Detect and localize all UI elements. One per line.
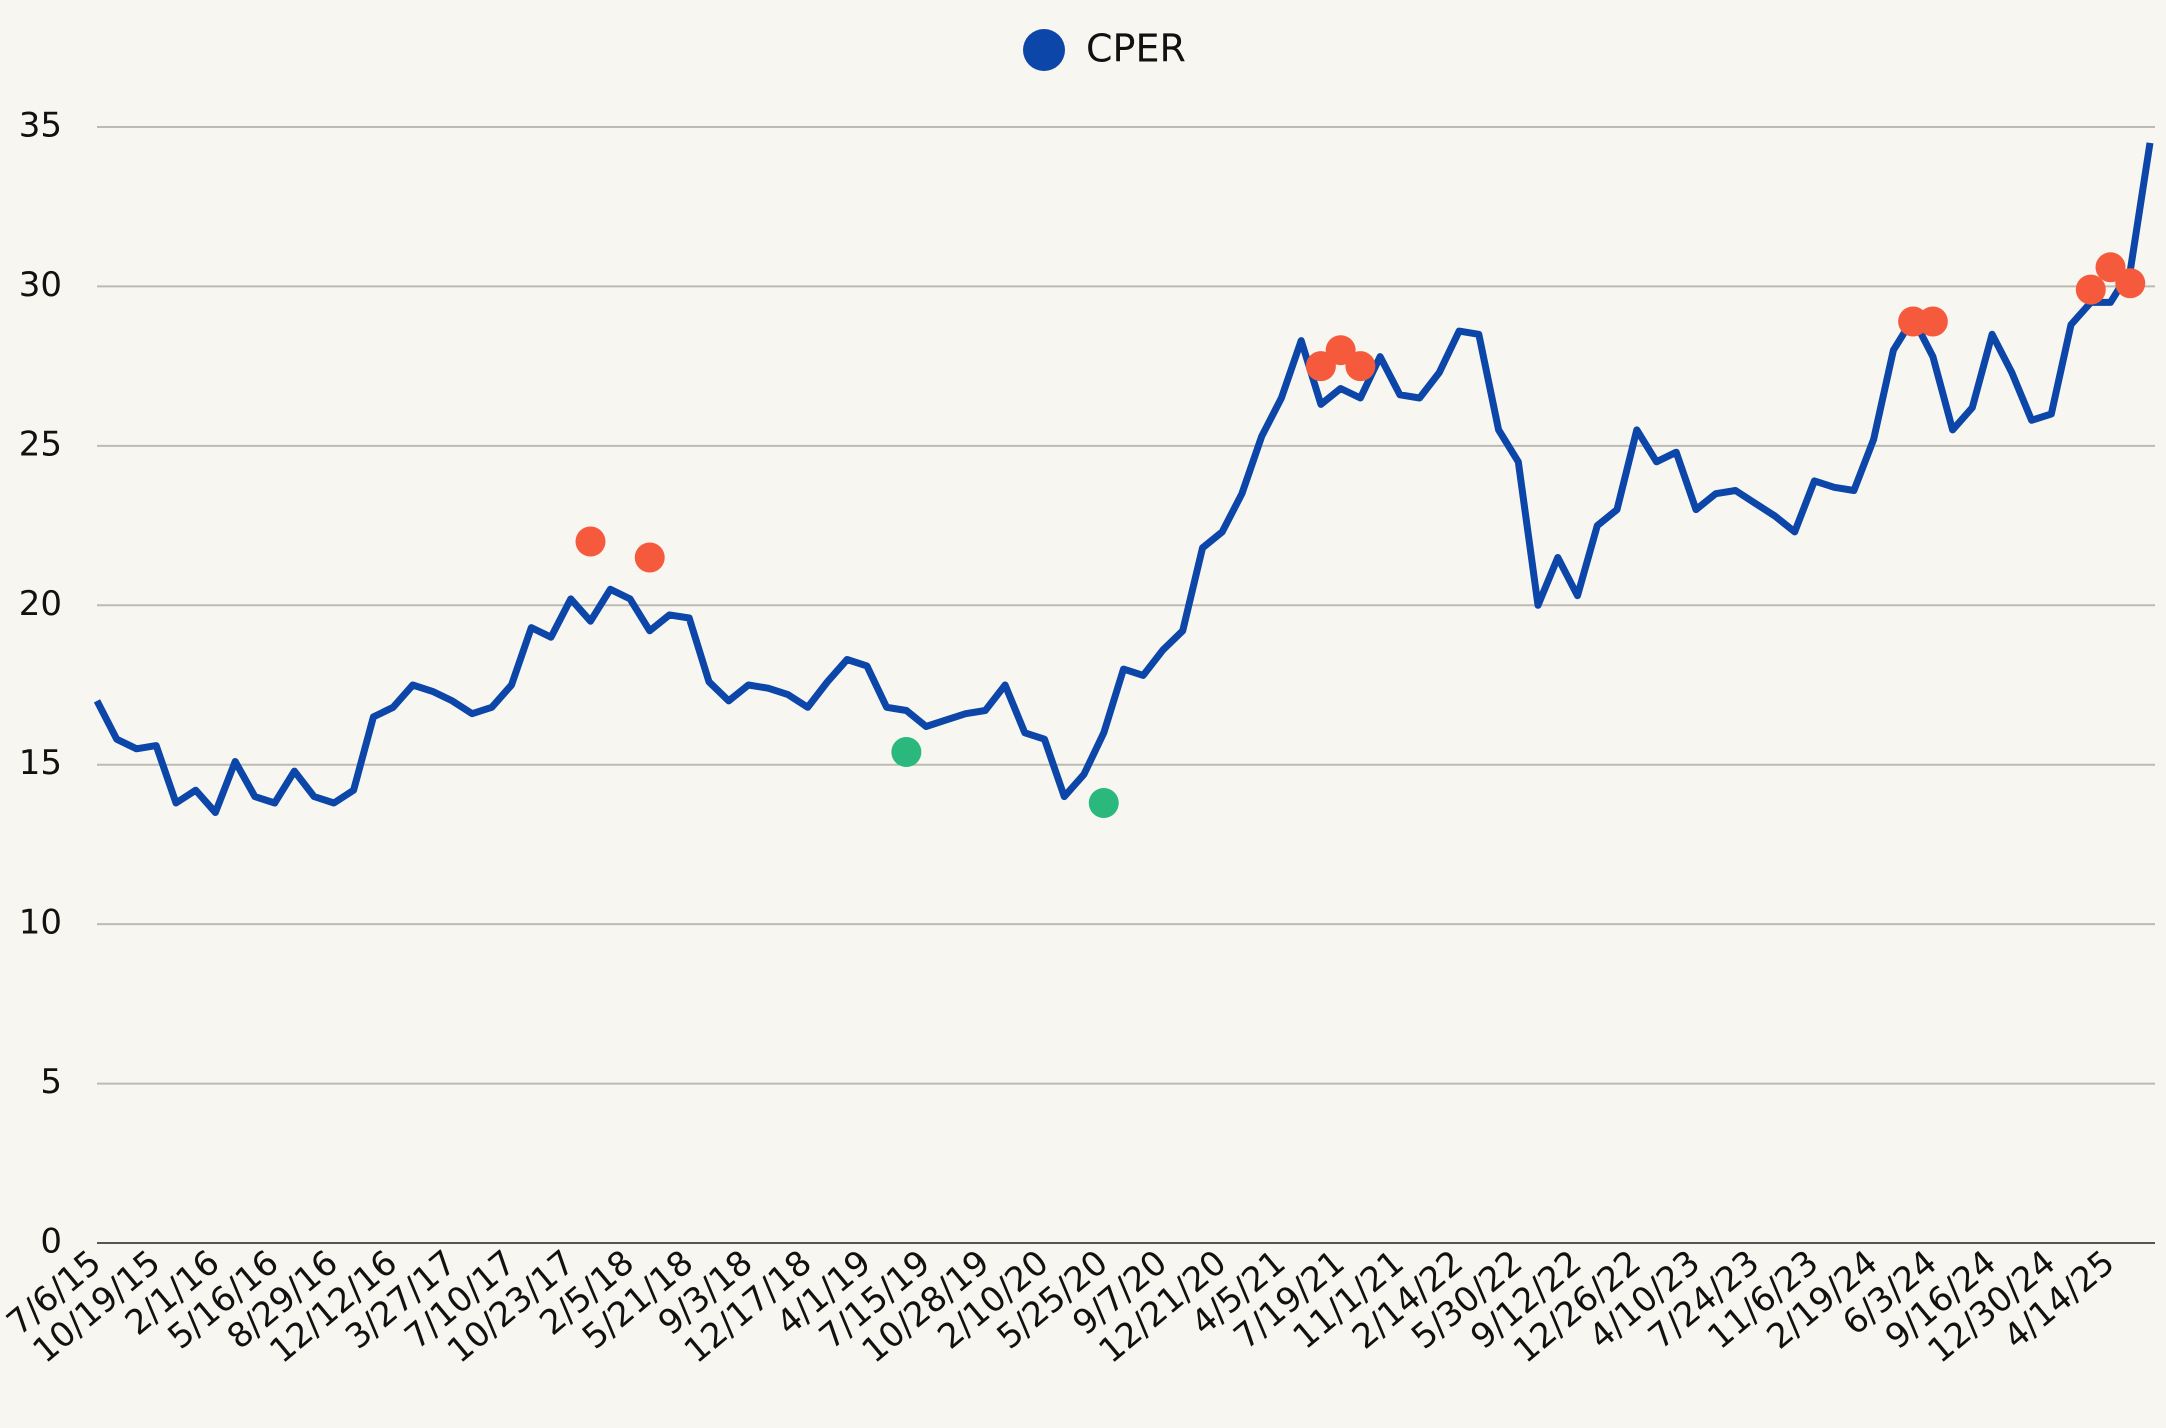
legend-label: CPER: [1086, 27, 1186, 71]
y-tick-label: 0: [40, 1222, 62, 1262]
marker-dot: [1088, 787, 1119, 818]
marker-dot: [575, 526, 606, 557]
marker-dot: [1917, 306, 1948, 337]
y-tick-label: 15: [19, 743, 62, 783]
y-tick-label: 10: [19, 903, 62, 943]
y-tick-label: 35: [19, 106, 62, 146]
marker-dot: [634, 542, 665, 573]
y-tick-label: 30: [19, 265, 62, 305]
marker-dot: [2075, 274, 2106, 305]
marker-dot: [891, 736, 922, 767]
y-tick-label: 20: [19, 584, 62, 624]
y-tick-label: 5: [40, 1062, 62, 1102]
marker-dot: [2115, 268, 2146, 299]
legend-swatch: [1023, 29, 1065, 71]
y-tick-label: 25: [19, 424, 62, 464]
marker-dot: [1345, 351, 1376, 382]
data-line: [93, 142, 2154, 816]
